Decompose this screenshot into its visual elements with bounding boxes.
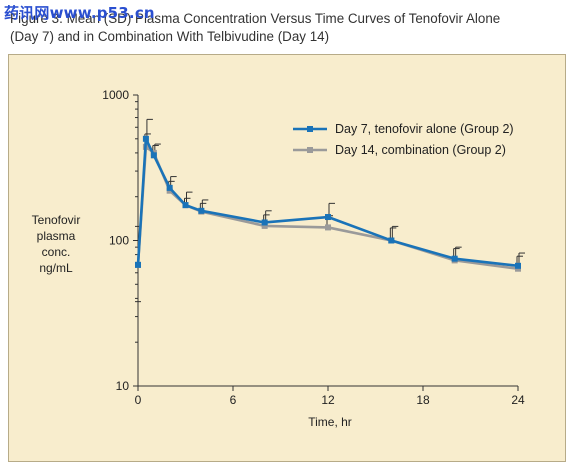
y-axis-title-line: ng/mL [39,261,73,275]
x-tick-label: 0 [135,393,142,407]
data-point-series-1 [150,152,157,159]
y-tick-label: 100 [109,234,129,248]
data-point-series-1 [135,261,141,268]
data-point-series-1 [166,184,173,191]
data-point-series-1 [198,207,205,214]
data-point-series-1 [142,135,149,142]
x-axis-title: Time, hr [308,415,352,429]
y-axis-title-line: conc. [42,245,71,259]
data-point-series-1 [325,214,331,221]
legend-label-2: Day 14, combination (Group 2) [335,143,506,157]
y-axis-title-line: plasma [37,229,76,243]
y-tick-label: 10 [116,379,130,393]
data-point-series-1 [451,255,458,262]
legend-marker-2 [307,147,313,153]
data-point-series-2 [261,222,268,229]
chart-plot: 10 100 1000 0 6 12 18 24 Time, hr Tenofovir plasma… [32,88,525,429]
data-point-series-2 [325,224,331,231]
y-tick-label: 1000 [102,88,129,102]
y-axis-title-line: Tenofovir [32,213,81,227]
legend-marker-1 [307,126,313,132]
data-point-series-1 [388,237,395,244]
data-point-series-1 [261,219,268,226]
x-tick-label: 18 [416,393,430,407]
x-tick-label: 24 [511,393,525,407]
series-lines [135,135,521,272]
watermark-text: 药讯网www.p53.cn [4,4,155,22]
data-point-series-1 [515,262,521,269]
data-point-series-1 [182,202,189,209]
x-tick-label: 6 [230,393,237,407]
chart-panel: 10 100 1000 0 6 12 18 24 Time, hr Tenofovir plasma… [8,54,566,462]
axis-labels: 10 100 1000 0 6 12 18 24 Time, hr Tenofovir plasma… [32,88,525,429]
figure-title: Figure 3. Mean (SD) Plasma Concentration… [10,11,501,44]
legend-label-1: Day 7, tenofovir alone (Group 2) [335,122,514,136]
axes [133,94,519,391]
legend: Day 7, tenofovir alone (Group 2) Day 14, … [293,122,514,157]
x-tick-label: 12 [321,393,335,407]
